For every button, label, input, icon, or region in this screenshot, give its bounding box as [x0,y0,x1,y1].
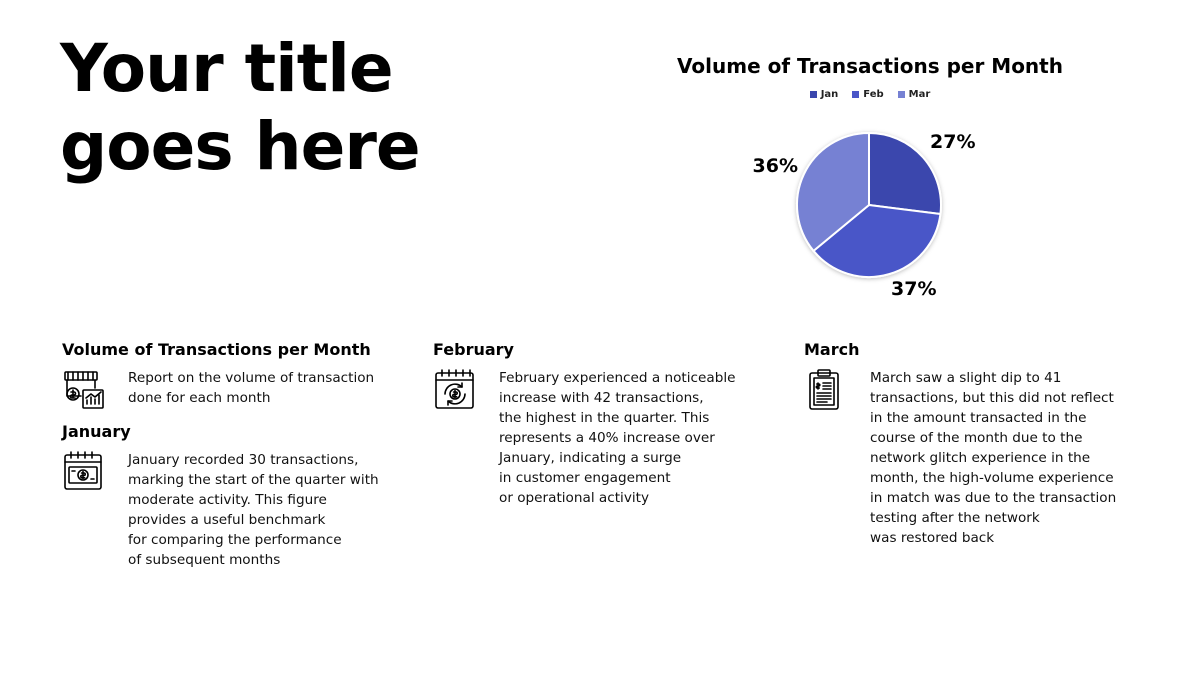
data-label-mar: 36% [753,155,798,177]
legend-swatch-jan [809,91,817,98]
legend-label-mar: Mar [908,89,931,100]
slide-title: Your title goes here [60,30,421,185]
legend-item-feb: Feb [852,89,884,100]
legend-item-mar: Mar [897,89,931,100]
legend-swatch-feb [852,91,860,98]
february-heading: February [433,340,514,359]
pie-slice-mar [796,131,870,253]
receipt-clipboard-icon [804,368,848,412]
data-label-jan: 27% [930,131,975,153]
pie-slice-feb [812,203,942,278]
legend-item-jan: Jan [809,89,839,100]
legend-swatch-mar [897,91,905,98]
march-column: March March saw a slight dip to 41 trans… [804,340,1144,548]
february-column: February February experienced a noticeab… [433,340,763,508]
legend-label-jan: Jan [820,89,839,100]
overview-heading: Volume of Transactions per Month [62,340,371,359]
february-text: February experienced a noticeable increa… [499,370,736,506]
calendar-cycle-icon [433,368,477,412]
march-heading: March [804,340,860,359]
january-text: January recorded 30 transactions, markin… [128,452,379,568]
data-label-feb: 37% [891,278,936,300]
overview-column: Volume of Transactions per Month Report … [62,340,402,570]
overview-text: Report on the volume of transaction done… [128,370,375,406]
pie-slice-jan [868,131,942,216]
pie-svg: 27% 37% 36% [753,131,976,300]
legend-label-feb: Feb [863,89,884,100]
store-analytics-icon [62,368,106,412]
chart-legend: Jan Feb Mar [650,89,1090,100]
pie-chart: Volume of Transactions per Month Jan Feb… [650,48,1090,318]
calendar-money-icon [62,450,106,494]
january-heading: January [62,422,131,441]
march-text: March saw a slight dip to 41 transaction… [870,370,1117,546]
chart-title: Volume of Transactions per Month [677,54,1063,78]
